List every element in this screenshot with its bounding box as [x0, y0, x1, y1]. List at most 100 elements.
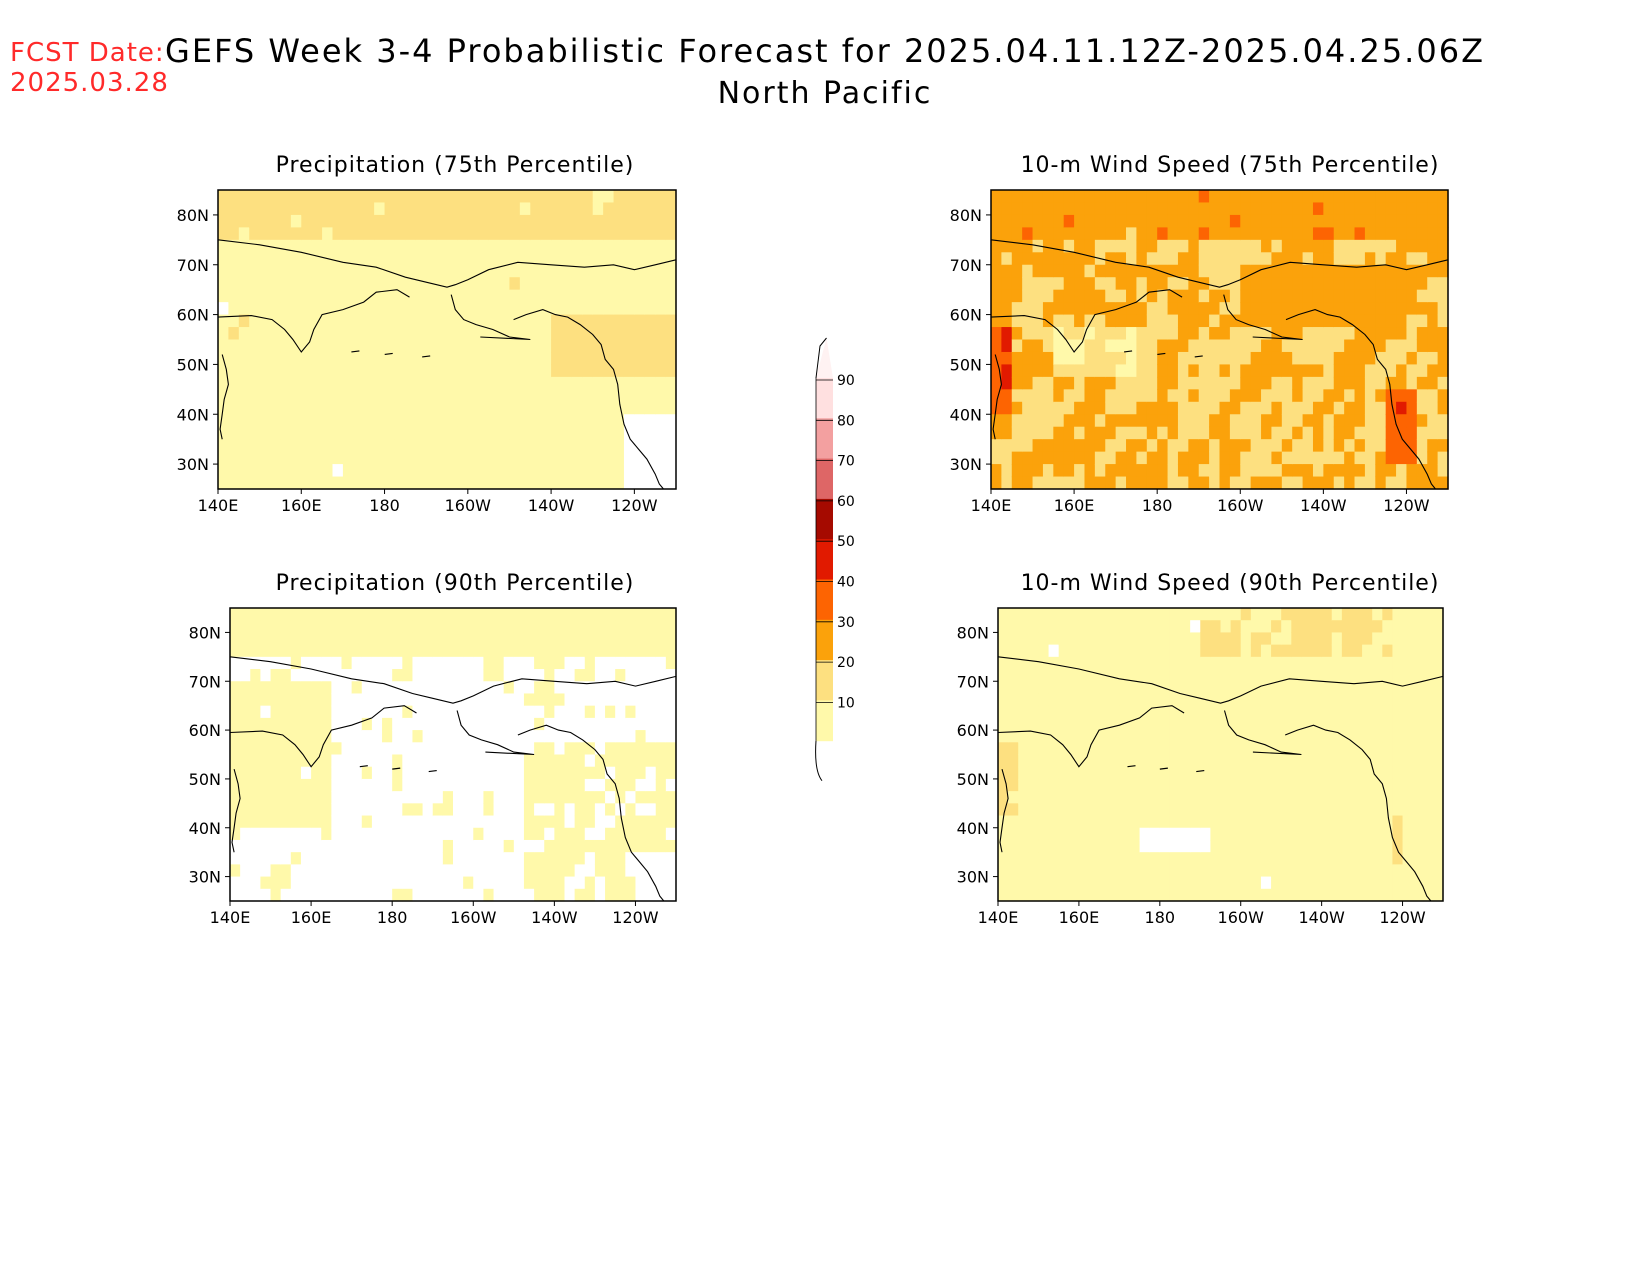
field-cell	[240, 730, 251, 743]
field-cell	[332, 252, 344, 266]
field-cell	[1169, 644, 1181, 658]
field-cell	[384, 414, 396, 428]
field-cell	[1312, 451, 1324, 465]
field-cell	[1382, 827, 1394, 841]
field-cell	[574, 852, 586, 865]
field-cell	[457, 364, 469, 378]
y-tick-label: 60N	[177, 306, 209, 325]
field-cell	[457, 214, 469, 228]
field-cell	[1209, 476, 1221, 490]
field-cell	[645, 730, 657, 743]
coastline	[219, 354, 229, 440]
field-cell	[1240, 717, 1252, 731]
field-cell	[321, 705, 332, 719]
field-cell	[665, 252, 677, 266]
field-cell	[1364, 277, 1376, 291]
field-cell	[1302, 364, 1314, 378]
field-cell	[513, 644, 525, 658]
field-cell	[382, 681, 393, 695]
field-cell	[1198, 439, 1210, 453]
field-cell	[382, 693, 393, 707]
field-cell	[1032, 214, 1044, 228]
field-cell	[1167, 302, 1179, 316]
field-cell	[1219, 277, 1231, 291]
field-cell	[218, 439, 230, 453]
field-cell	[331, 876, 343, 890]
field-cell	[341, 827, 353, 841]
field-cell	[1115, 214, 1127, 228]
field-cell	[1099, 766, 1110, 780]
field-cell	[473, 632, 485, 646]
field-cell	[432, 827, 444, 841]
field-cell	[1364, 451, 1376, 465]
field-cell	[584, 669, 596, 682]
field-cell	[1406, 376, 1418, 390]
field-cell	[1364, 190, 1376, 204]
field-cell	[1008, 754, 1019, 768]
field-cell	[270, 852, 282, 865]
field-cell	[1022, 439, 1034, 453]
field-cell	[519, 464, 531, 478]
field-cell	[1354, 401, 1366, 415]
field-cell	[1094, 426, 1106, 440]
field-cell	[436, 339, 448, 353]
field-cell	[1008, 876, 1019, 890]
field-cell	[249, 264, 261, 278]
field-cell	[238, 414, 250, 428]
field-cell	[519, 289, 531, 303]
field-cell	[592, 476, 604, 490]
field-cell	[509, 389, 521, 403]
field-cell	[1038, 778, 1050, 792]
field-cell	[623, 376, 635, 390]
field-cell	[1291, 705, 1303, 719]
field-cell	[1167, 314, 1179, 328]
field-cell	[1422, 839, 1434, 853]
field-cell	[665, 190, 677, 204]
field-cell	[1354, 426, 1366, 440]
field-cell	[1229, 214, 1241, 228]
field-cell	[1311, 778, 1323, 792]
field-cell	[218, 389, 230, 403]
field-cell	[1220, 864, 1232, 878]
field-cell	[1396, 401, 1408, 415]
field-cell	[1375, 277, 1387, 291]
field-cell	[1416, 401, 1428, 415]
field-cell	[332, 426, 344, 440]
field-cell	[353, 376, 365, 390]
field-cell	[1364, 389, 1376, 403]
field-cell	[442, 693, 454, 707]
field-cell	[1362, 815, 1373, 829]
aleutian-island	[1157, 352, 1166, 356]
field-cell	[523, 632, 535, 646]
field-cell	[1402, 681, 1414, 695]
field-cell	[519, 426, 531, 440]
field-cell	[442, 852, 454, 865]
field-cell	[1250, 464, 1262, 478]
field-cell	[300, 778, 312, 792]
field-cell	[592, 439, 604, 453]
field-cell	[615, 669, 626, 682]
field-cell	[442, 681, 454, 695]
field-cell	[1068, 852, 1080, 865]
field-cell	[1271, 190, 1283, 204]
field-cell	[1281, 464, 1293, 478]
field-cell	[1240, 742, 1252, 756]
field-cell	[655, 439, 667, 453]
field-cell	[1001, 214, 1013, 228]
field-cell	[1068, 717, 1080, 731]
field-cell	[1084, 214, 1096, 228]
field-cell	[467, 302, 479, 316]
field-cell	[1362, 705, 1373, 719]
coastline	[999, 768, 1009, 853]
field-cell	[415, 414, 427, 428]
field-cell	[1177, 451, 1189, 465]
field-cell	[1084, 327, 1096, 341]
field-cell	[571, 289, 583, 303]
field-cell	[1382, 888, 1394, 902]
field-cell	[1281, 693, 1292, 707]
field-cell	[394, 302, 406, 316]
field-cell	[1333, 327, 1345, 341]
field-cell	[290, 852, 302, 865]
field-cell	[1094, 214, 1106, 228]
field-cell	[447, 401, 459, 415]
